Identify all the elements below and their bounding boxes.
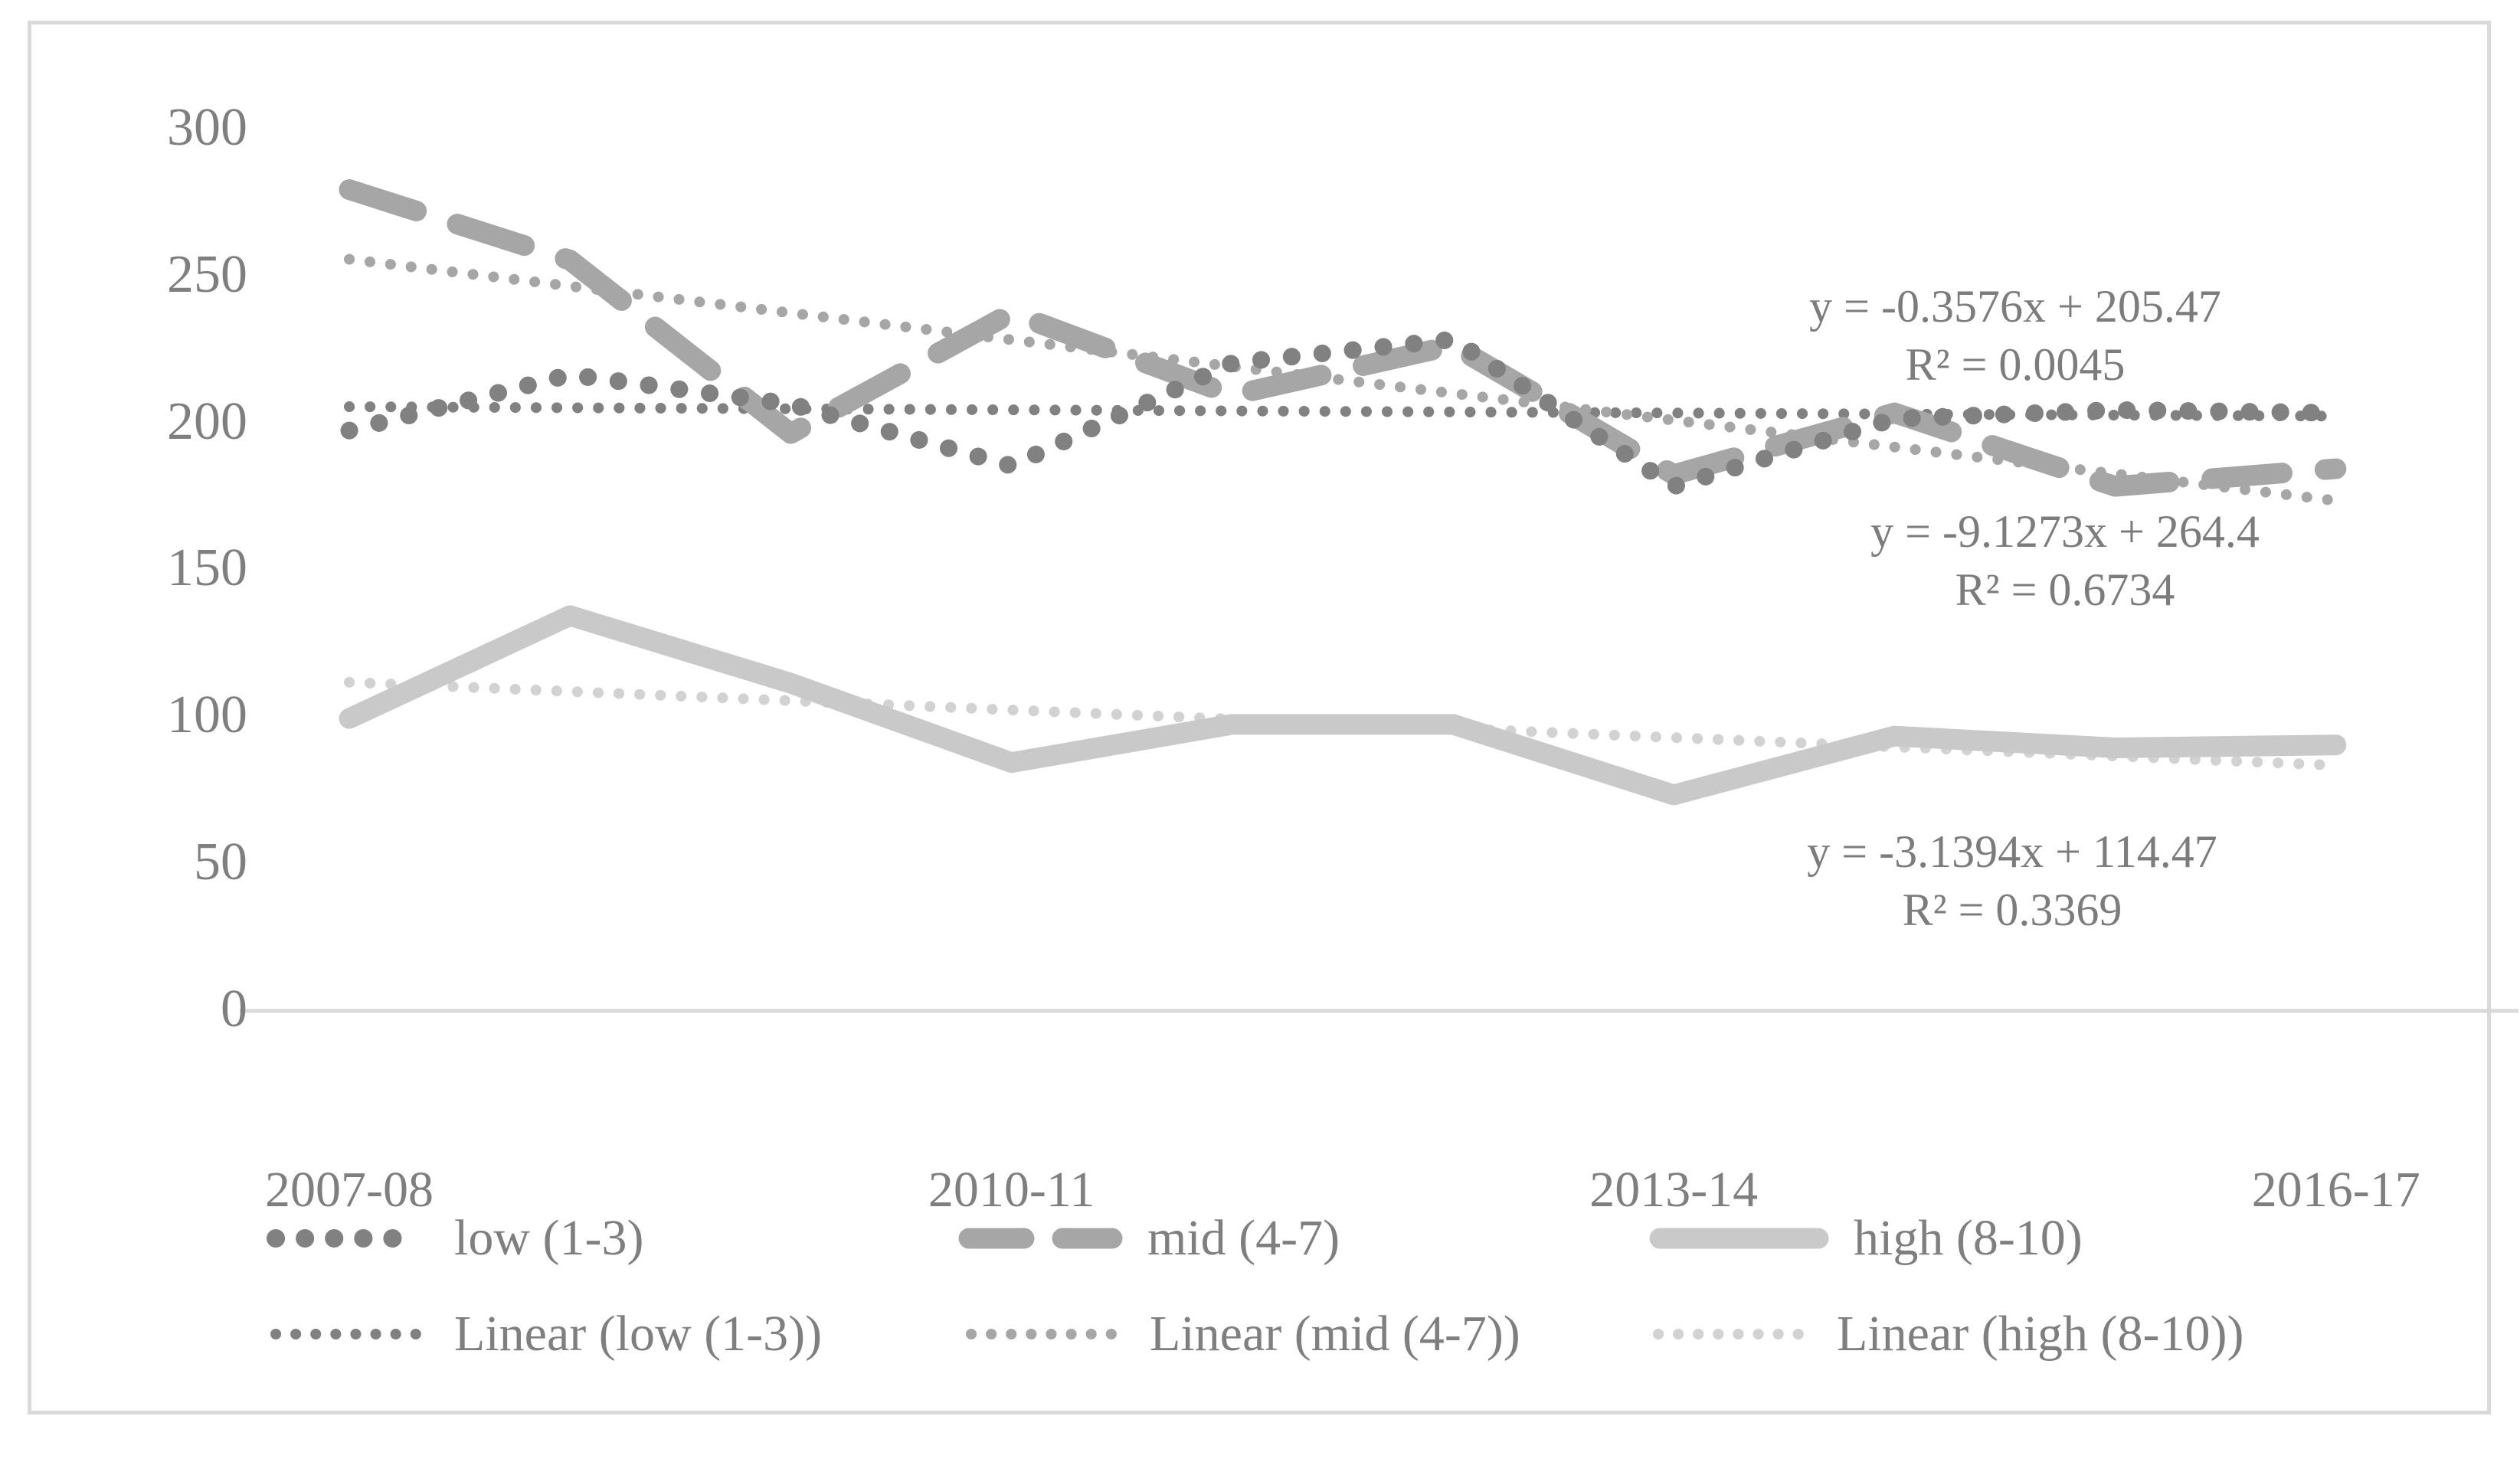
trendline-equation-low-r2: R² = 0.0045	[1905, 339, 2126, 390]
trendline-mid	[344, 253, 2342, 506]
x-axis-tick-label: 2016-17	[2251, 1162, 2420, 1218]
x-axis-tick-label: 2007-08	[265, 1162, 434, 1218]
trendline-equation-high-formula: y = -3.1394x + 114.47	[1807, 826, 2217, 877]
series-mid	[339, 179, 2347, 497]
legend-marker-low-dotted-icon	[267, 1229, 428, 1248]
y-axis-tick-label: 200	[167, 391, 247, 451]
x-axis-tick-label: 2013-14	[1589, 1162, 1759, 1218]
legend-item-linear-low: Linear (low (1-3))	[265, 1303, 822, 1365]
legend-marker-high-solid-icon	[1649, 1228, 1829, 1249]
series-high	[339, 605, 2347, 806]
legend-item-mid: mid (4-7)	[958, 1208, 1340, 1269]
trendline-equation-low: y = -0.3576x + 205.47 R² = 0.0045	[1809, 277, 2221, 394]
legend-label-high: high (8-10)	[1854, 1210, 2083, 1266]
y-axis-tick-label: 250	[167, 244, 247, 304]
y-axis-tick-label: 0	[221, 980, 247, 1038]
legend-item-linear-high: Linear (high (8-10))	[1648, 1303, 2243, 1365]
legend-marker-linear-high-icon	[1653, 1329, 1807, 1339]
trendline-equation-high: y = -3.1394x + 114.47 R² = 0.3369	[1807, 823, 2217, 939]
trendline-equation-mid: y = -9.1273x + 264.4 R² = 0.6734	[1870, 502, 2260, 619]
chart-frame: 0 50 100 150 200 250 300 2007-08 2010-11 2013-14…	[28, 21, 2518, 1415]
legend-item-low: low (1-3)	[265, 1208, 643, 1269]
x-axis-tick-label: 2010-11	[928, 1162, 1095, 1218]
legend-label-linear-low: Linear (low (1-3))	[454, 1306, 823, 1362]
legend-label-mid: mid (4-7)	[1147, 1210, 1340, 1266]
legend-item-linear-mid: Linear (mid (4-7))	[961, 1303, 1520, 1365]
series-low	[340, 330, 2345, 496]
trendline-equation-low-formula: y = -0.3576x + 205.47	[1809, 281, 2221, 332]
trendline-equation-high-r2: R² = 0.3369	[1902, 885, 2122, 935]
legend-marker-linear-mid-icon	[966, 1329, 1120, 1339]
legend-label-low: low (1-3)	[454, 1210, 644, 1266]
legend-label-linear-high: Linear (high (8-10))	[1837, 1306, 2244, 1362]
legend-label-linear-mid: Linear (mid (4-7))	[1150, 1306, 1520, 1362]
legend-marker-linear-low-icon	[270, 1329, 424, 1339]
trendline-equation-mid-r2: R² = 0.6734	[1955, 564, 2175, 615]
y-axis-tick-label: 50	[194, 832, 247, 892]
trendline-equation-mid-formula: y = -9.1273x + 264.4	[1870, 506, 2260, 557]
chart-plot-area	[240, 179, 2518, 1013]
y-axis-tick-label: 300	[167, 97, 247, 157]
legend-item-high: high (8-10)	[1649, 1208, 2083, 1269]
y-axis-tick-label: 100	[167, 685, 247, 745]
legend-marker-mid-dashed-icon	[958, 1228, 1123, 1249]
y-axis-tick-label: 150	[167, 538, 247, 598]
